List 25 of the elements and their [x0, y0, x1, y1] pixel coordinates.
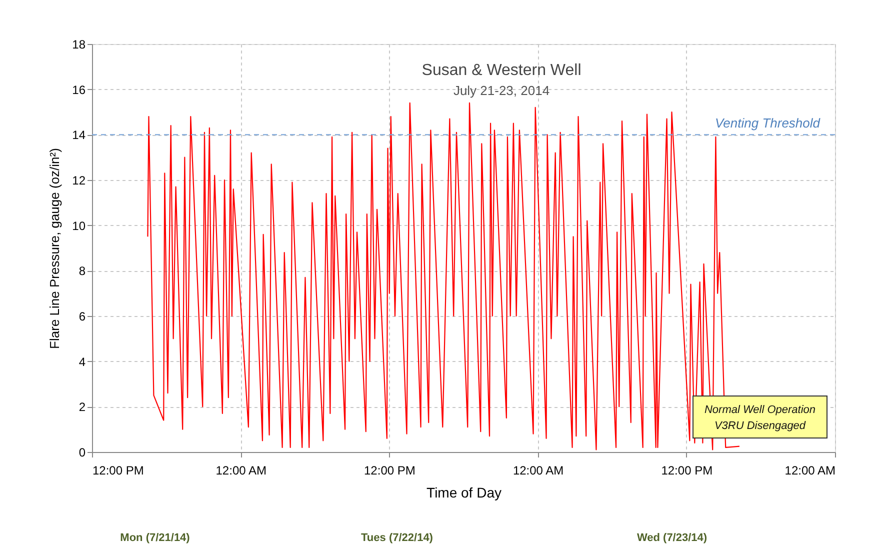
text: Tues (7/22/14)	[361, 532, 434, 544]
y-tick-label: 18	[72, 38, 86, 52]
y-tick-label: 16	[72, 82, 86, 97]
text: Mon (7/21/14)	[120, 532, 190, 544]
x-tick-label: 12:00 PM	[364, 464, 416, 478]
x-tick-label: 12:00 AM	[216, 464, 266, 478]
text: Wed (7/23/14)	[636, 532, 708, 544]
y-axis-title: Flare Line Pressure, gauge (oz/in²)	[47, 148, 62, 349]
y-tick-label: 0	[78, 446, 86, 460]
y-tick-label: 8	[78, 264, 86, 278]
ref-line-label: Venting Threshold	[714, 116, 821, 131]
annotation: Normal Well Operation V3RU Disengaged	[704, 404, 816, 432]
x-tick-label: 12:00 AM	[512, 464, 564, 478]
y-tick-label: 2	[78, 400, 86, 414]
y-tick-label: 12	[72, 174, 86, 188]
x-tick-label: 12:00 PM	[92, 464, 144, 478]
text: July 21-23, 2014	[453, 83, 550, 98]
text: Susan & Western Well	[422, 62, 582, 79]
x-tick-label: 12:00 PM	[661, 464, 713, 478]
y-tick-label: 6	[78, 310, 86, 324]
x-axis-title: Time of Day	[426, 484, 502, 500]
y-tick-label: 4	[78, 354, 86, 369]
y-tick-label: 10	[72, 218, 86, 233]
x-tick-label: 12:00 AM	[784, 464, 836, 478]
y-tick-label: 14	[72, 128, 86, 142]
